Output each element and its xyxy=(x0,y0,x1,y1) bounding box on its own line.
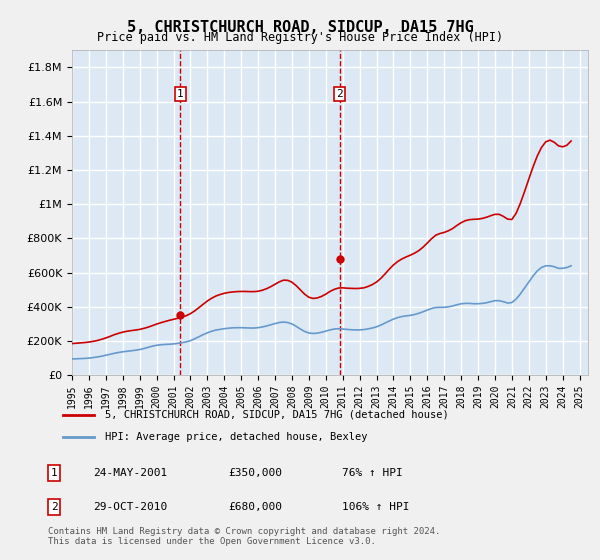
Text: 5, CHRISTCHURCH ROAD, SIDCUP, DA15 7HG (detached house): 5, CHRISTCHURCH ROAD, SIDCUP, DA15 7HG (… xyxy=(105,409,449,419)
Text: £350,000: £350,000 xyxy=(228,468,282,478)
Text: HPI: Average price, detached house, Bexley: HPI: Average price, detached house, Bexl… xyxy=(105,432,367,442)
Text: 1: 1 xyxy=(50,468,58,478)
Text: 29-OCT-2010: 29-OCT-2010 xyxy=(93,502,167,512)
Text: 5, CHRISTCHURCH ROAD, SIDCUP, DA15 7HG: 5, CHRISTCHURCH ROAD, SIDCUP, DA15 7HG xyxy=(127,20,473,35)
Text: Price paid vs. HM Land Registry's House Price Index (HPI): Price paid vs. HM Land Registry's House … xyxy=(97,31,503,44)
Text: 24-MAY-2001: 24-MAY-2001 xyxy=(93,468,167,478)
Text: 2: 2 xyxy=(50,502,58,512)
Text: Contains HM Land Registry data © Crown copyright and database right 2024.
This d: Contains HM Land Registry data © Crown c… xyxy=(48,526,440,546)
Text: 1: 1 xyxy=(177,89,184,99)
Text: 2: 2 xyxy=(337,89,343,99)
Text: £680,000: £680,000 xyxy=(228,502,282,512)
Text: 106% ↑ HPI: 106% ↑ HPI xyxy=(342,502,409,512)
Text: 76% ↑ HPI: 76% ↑ HPI xyxy=(342,468,403,478)
